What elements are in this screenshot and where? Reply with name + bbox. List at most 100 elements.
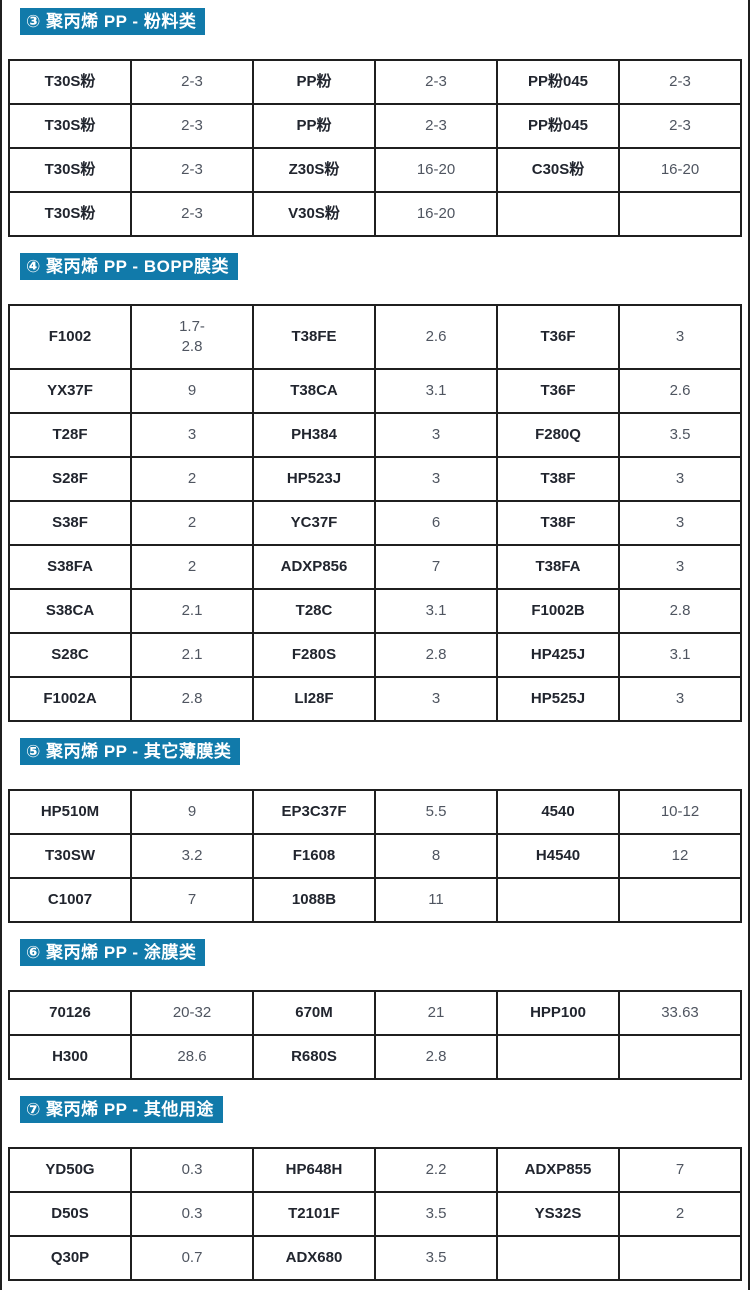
product-value-cell: 2.2 — [374, 1147, 498, 1193]
product-name-cell: T28F — [8, 412, 132, 458]
product-name-cell: H4540 — [496, 833, 620, 879]
product-name-cell: HP523J — [252, 456, 376, 502]
product-value-cell: 2 — [130, 456, 254, 502]
product-value-cell: 3.1 — [374, 368, 498, 414]
product-name-cell: T36F — [496, 368, 620, 414]
product-value-cell: 10-12 — [618, 789, 742, 835]
product-value-cell: 3.5 — [374, 1191, 498, 1237]
product-name-cell: T38CA — [252, 368, 376, 414]
product-value-cell: 3 — [618, 304, 742, 370]
product-value-cell: 3 — [618, 544, 742, 590]
product-name-cell: V30S粉 — [252, 191, 376, 237]
product-name-cell: Q30P — [8, 1235, 132, 1281]
table-row: C1007 7 1088B 11 — [8, 877, 742, 923]
product-value-cell: 3 — [618, 500, 742, 546]
product-name-cell: 4540 — [496, 789, 620, 835]
product-value-cell: 2-3 — [130, 191, 254, 237]
product-value-cell — [618, 1034, 742, 1080]
product-name-cell: F1002B — [496, 588, 620, 634]
product-value-cell: 5.5 — [374, 789, 498, 835]
product-name-cell: S38F — [8, 500, 132, 546]
product-value-cell: 0.3 — [130, 1147, 254, 1193]
table-row: YD50G 0.3 HP648H 2.2 ADXP855 7 — [8, 1147, 742, 1193]
section-pp-coating-film: ⑥ 聚丙烯 PP - 涂膜类 70126 20-32 670M 21 HPP100 33.… — [8, 923, 742, 1080]
product-name-cell: PP粉045 — [496, 103, 620, 149]
section-title: ⑥ 聚丙烯 PP - 涂膜类 — [26, 943, 197, 962]
product-table: YD50G 0.3 HP648H 2.2 ADXP855 7 D50S 0.3 T2101F 3.… — [8, 1147, 742, 1281]
table-row: S38FA 2 ADXP856 7 T38FA 3 — [8, 544, 742, 590]
product-value-cell: 2 — [130, 544, 254, 590]
product-name-cell: S28C — [8, 632, 132, 678]
table-row: S38CA 2.1 T28C 3.1 F1002B 2.8 — [8, 588, 742, 634]
product-name-cell: T38F — [496, 500, 620, 546]
product-name-cell: ADX680 — [252, 1235, 376, 1281]
product-value-cell: 9 — [130, 368, 254, 414]
product-name-cell: T30SW — [8, 833, 132, 879]
product-value-cell: 3 — [130, 412, 254, 458]
product-name-cell: S38CA — [8, 588, 132, 634]
product-name-cell — [496, 191, 620, 237]
table-row: T30SW 3.2 F1608 8 H4540 12 — [8, 833, 742, 879]
product-name-cell: 70126 — [8, 990, 132, 1036]
product-name-cell: YX37F — [8, 368, 132, 414]
section-header-badge: ⑥ 聚丙烯 PP - 涂膜类 — [20, 939, 206, 966]
product-name-cell: T2101F — [252, 1191, 376, 1237]
table-row: T30S粉 2-3 PP粉 2-3 PP粉045 2-3 — [8, 59, 742, 105]
product-name-cell: HP425J — [496, 632, 620, 678]
product-name-cell: S28F — [8, 456, 132, 502]
product-name-cell — [496, 1235, 620, 1281]
table-row: F1002A 2.8 LI28F 3 HP525J 3 — [8, 676, 742, 722]
product-name-cell: HP525J — [496, 676, 620, 722]
product-value-cell: 8 — [374, 833, 498, 879]
product-value-cell: 2-3 — [374, 103, 498, 149]
product-value-cell: 16-20 — [374, 147, 498, 193]
section-pp-bopp-film: ④ 聚丙烯 PP - BOPP膜类 F1002 1.7- 2.8 T38FE 2.6 T… — [8, 237, 742, 722]
product-value-cell: 2 — [618, 1191, 742, 1237]
product-value-cell — [618, 1235, 742, 1281]
table-row: YX37F 9 T38CA 3.1 T36F 2.6 — [8, 368, 742, 414]
product-name-cell: F1002 — [8, 304, 132, 370]
section-title: ③ 聚丙烯 PP - 粉料类 — [26, 12, 197, 31]
table-row: S38F 2 YC37F 6 T38F 3 — [8, 500, 742, 546]
product-name-cell: C30S粉 — [496, 147, 620, 193]
product-name-cell: D50S — [8, 1191, 132, 1237]
table-row: F1002 1.7- 2.8 T38FE 2.6 T36F 3 — [8, 304, 742, 370]
product-value-cell: 7 — [374, 544, 498, 590]
table-row: T30S粉 2-3 Z30S粉 16-20 C30S粉 16-20 — [8, 147, 742, 193]
product-value-cell: 2.6 — [618, 368, 742, 414]
product-name-cell: ADXP855 — [496, 1147, 620, 1193]
product-name-cell: ADXP856 — [252, 544, 376, 590]
product-value-cell: 7 — [130, 877, 254, 923]
product-value-cell — [618, 191, 742, 237]
product-value-cell: 3.2 — [130, 833, 254, 879]
product-value-cell: 16-20 — [374, 191, 498, 237]
product-name-cell: F280Q — [496, 412, 620, 458]
product-value-cell: 2.8 — [618, 588, 742, 634]
product-name-cell: S38FA — [8, 544, 132, 590]
section-pp-other-uses: ⑦ 聚丙烯 PP - 其他用途 YD50G 0.3 HP648H 2.2 ADXP855… — [8, 1080, 742, 1281]
product-value-cell: 6 — [374, 500, 498, 546]
product-value-cell: 3 — [618, 676, 742, 722]
product-name-cell: 1088B — [252, 877, 376, 923]
table-row: Q30P 0.7 ADX680 3.5 — [8, 1235, 742, 1281]
section-title: ⑤ 聚丙烯 PP - 其它薄膜类 — [26, 742, 232, 761]
product-name-cell: Z30S粉 — [252, 147, 376, 193]
product-name-cell: T38FE — [252, 304, 376, 370]
product-name-cell: T38F — [496, 456, 620, 502]
section-title: ④ 聚丙烯 PP - BOPP膜类 — [26, 257, 229, 276]
section-header-badge: ③ 聚丙烯 PP - 粉料类 — [20, 8, 206, 35]
table-row: HP510M 9 EP3C37F 5.5 4540 10-12 — [8, 789, 742, 835]
product-name-cell: PH384 — [252, 412, 376, 458]
product-name-cell: T30S粉 — [8, 191, 132, 237]
product-value-cell: 2-3 — [130, 59, 254, 105]
product-name-cell: T30S粉 — [8, 147, 132, 193]
product-name-cell: C1007 — [8, 877, 132, 923]
product-value-cell: 2 — [130, 500, 254, 546]
product-value-cell: 2.8 — [374, 1034, 498, 1080]
product-value-cell: 2.8 — [374, 632, 498, 678]
product-value-cell: 2-3 — [618, 59, 742, 105]
product-value-cell: 2.1 — [130, 588, 254, 634]
product-name-cell: YC37F — [252, 500, 376, 546]
product-name-cell: F280S — [252, 632, 376, 678]
section-pp-other-film: ⑤ 聚丙烯 PP - 其它薄膜类 HP510M 9 EP3C37F 5.5 4540 10… — [8, 722, 742, 923]
